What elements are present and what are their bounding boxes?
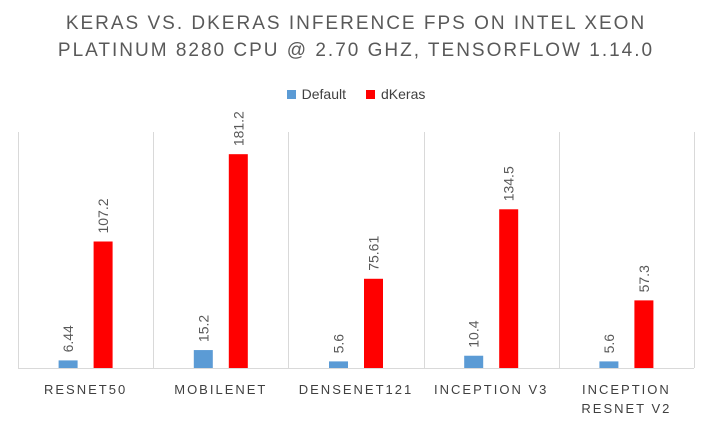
legend-item-dkeras: dKeras xyxy=(366,86,425,102)
data-label-dkeras: 181.2 xyxy=(230,111,246,146)
bar-dkeras xyxy=(499,209,519,368)
bar-dkeras xyxy=(634,300,654,368)
bar-default xyxy=(329,361,348,368)
legend-label-dkeras: dKeras xyxy=(381,86,426,102)
legend-swatch-default xyxy=(286,89,296,99)
category-label: RESNET50 xyxy=(44,382,127,397)
legend-swatch-dkeras xyxy=(366,89,375,99)
data-label-default: 5.6 xyxy=(601,334,617,354)
data-label-default: 10.4 xyxy=(466,320,482,347)
bar-dkeras xyxy=(93,241,113,368)
data-label-dkeras: 134.5 xyxy=(501,166,517,201)
bar-default xyxy=(464,355,484,368)
bar-default xyxy=(193,350,213,368)
bar-default xyxy=(58,360,78,368)
legend-item-default: Default xyxy=(286,86,346,102)
data-label-default: 15.2 xyxy=(195,315,211,342)
data-label-dkeras: 107.2 xyxy=(95,198,111,233)
category-label: RESNET V2 xyxy=(581,401,671,416)
chart-title-line-1: KERAS VS. DKERAS INFERENCE FPS ON INTEL … xyxy=(65,13,647,34)
bar-dkeras xyxy=(228,154,248,368)
bar-default xyxy=(599,361,619,368)
category-label: INCEPTION V3 xyxy=(434,382,548,397)
category-label: DENSENET121 xyxy=(299,382,413,397)
chart-legend: Default dKeras xyxy=(0,86,712,102)
chart-title-line-2: PLATINUM 8280 CPU @ 2.70 GHZ, TENSORFLOW… xyxy=(57,40,655,61)
category-label: INCEPTION xyxy=(582,382,671,397)
data-label-dkeras: 75.61 xyxy=(366,236,382,271)
bar-dkeras xyxy=(364,278,383,368)
data-label-dkeras: 57.3 xyxy=(636,265,652,292)
data-label-default: 6.44 xyxy=(60,325,76,352)
legend-label-default: Default xyxy=(301,86,346,102)
category-label: MOBILENET xyxy=(174,382,267,397)
chart-title: KERAS VS. DKERAS INFERENCE FPS ON INTEL … xyxy=(0,10,712,64)
data-label-default: 5.6 xyxy=(331,334,347,354)
